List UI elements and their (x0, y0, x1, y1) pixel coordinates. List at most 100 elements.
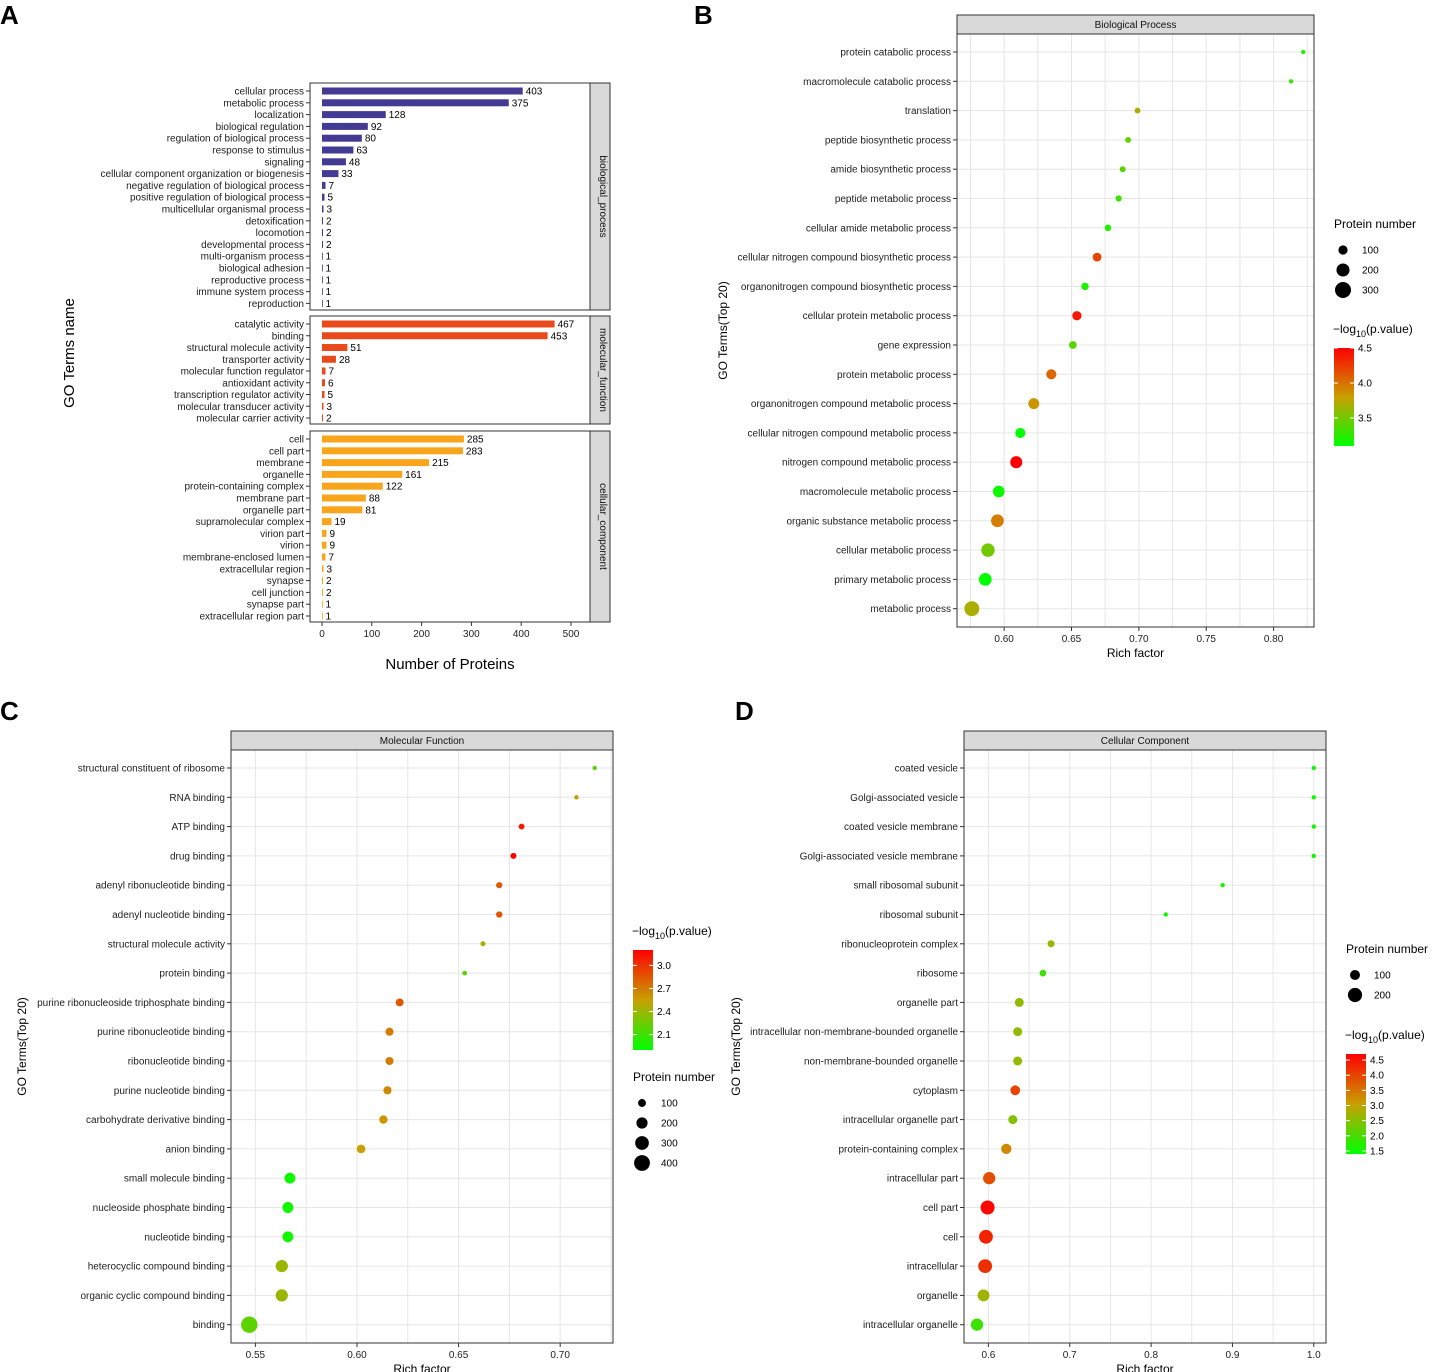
panel-a-bar-chart: biological_process cellular process 403 met… (61, 82, 611, 673)
bar-positive-regulation-of-biological-process (322, 193, 325, 201)
term-label: translation (905, 106, 951, 117)
bar-immune-system-process (322, 288, 323, 296)
term-label: organonitrogen compound biosynthetic pro… (741, 282, 951, 293)
size-legend-label: 100 (1362, 246, 1379, 257)
category-label: multi-organism process (201, 252, 304, 263)
term-label: carbohydrate derivative binding (86, 1115, 225, 1126)
category-label: synapse part (247, 600, 304, 611)
color-legend-bar (1334, 348, 1354, 446)
x-tick-label: 0.65 (1062, 634, 1082, 645)
bubble-nucleoside-phosphate-binding (282, 1202, 294, 1213)
value-label: 2 (326, 228, 332, 239)
x-tick-label: 1.0 (1307, 1350, 1321, 1361)
category-label: multicellular organismal process (162, 205, 304, 216)
term-label: gene expression (878, 341, 951, 352)
category-label: reproductive process (211, 275, 304, 286)
panel-c-bubble-chart: Molecular Function structural constituent… (15, 730, 715, 1372)
term-label: RNA binding (169, 793, 225, 804)
bubble-coated-vesicle (1311, 765, 1316, 771)
x-tick-label: 100 (363, 629, 380, 640)
bubble-organic-cyclic-compound-binding (275, 1289, 288, 1302)
bar-organelle-part (322, 506, 363, 514)
x-tick-label: 0.60 (347, 1350, 367, 1361)
x-tick-label: 0.9 (1225, 1350, 1239, 1361)
plot-area (957, 34, 1314, 627)
color-legend-label: 4.5 (1370, 1056, 1384, 1067)
bubble-structural-molecule-activity (480, 941, 486, 947)
plot-area (231, 750, 613, 1343)
y-axis-title: GO Terms(Top 20) (716, 281, 730, 379)
category-label: membrane-enclosed lumen (183, 553, 304, 564)
panel-letter-b: B (694, 0, 713, 30)
value-label: 375 (512, 98, 529, 109)
category-label: extracellular region (220, 564, 305, 575)
value-label: 33 (341, 169, 353, 180)
term-label: ribonucleoprotein complex (841, 939, 958, 950)
category-label: protein-containing complex (184, 482, 304, 493)
bar-reproduction (322, 299, 323, 307)
size-legend-label: 200 (661, 1119, 678, 1130)
bar-molecular-transducer-activity (322, 402, 324, 410)
color-legend-label: 4.0 (1358, 379, 1372, 390)
bubble-cellular-nitrogen-compound-biosynthetic-process (1092, 252, 1102, 262)
category-label: transporter activity (222, 355, 304, 366)
bubble-cellular-amide-metabolic-process (1104, 224, 1112, 232)
bar-membrane (322, 459, 430, 467)
bubble-cellular-protein-metabolic-process (1072, 311, 1082, 321)
x-tick-label: 0.70 (1129, 634, 1149, 645)
bar-membrane-enclosed-lumen (322, 553, 326, 561)
category-label: positive regulation of biological proces… (130, 193, 304, 204)
category-label: cell (289, 435, 304, 446)
value-label: 51 (350, 343, 362, 354)
term-label: cell part (923, 1203, 958, 1214)
value-label: 28 (339, 355, 351, 366)
value-label: 7 (328, 181, 334, 192)
term-label: organic substance metabolic process (786, 516, 951, 527)
x-axis-title: Rich factor (1116, 1362, 1173, 1372)
panel-letter-c: C (0, 696, 19, 726)
bubble-gene-expression (1068, 341, 1077, 349)
bubble-organic-substance-metabolic-process (991, 514, 1004, 528)
bar-reproductive-process (322, 276, 323, 284)
bar-virion-part (322, 529, 327, 537)
bar-cellular-process (322, 87, 523, 95)
term-label: Golgi-associated vesicle membrane (800, 851, 959, 862)
bubble-peptide-biosynthetic-process (1125, 136, 1132, 143)
size-legend-key (638, 1099, 646, 1107)
value-label: 1 (325, 299, 331, 310)
bar-multi-organism-process (322, 252, 323, 260)
bar-transporter-activity (322, 355, 336, 363)
panel-letter-d: D (735, 696, 754, 726)
term-label: Golgi-associated vesicle (850, 793, 958, 804)
size-legend-key (636, 1117, 648, 1129)
value-label: 3 (326, 564, 332, 575)
term-label: protein-containing complex (838, 1144, 958, 1155)
value-label: 161 (405, 470, 422, 481)
plot-border (963, 749, 1327, 1344)
bubble-carbohydrate-derivative-binding (379, 1115, 388, 1124)
y-axis-title: GO Terms(Top 20) (729, 997, 743, 1095)
category-label: response to stimulus (212, 146, 304, 157)
category-label: negative regulation of biological proces… (126, 181, 304, 192)
size-legend-label: 200 (1362, 266, 1379, 277)
bar-synapse-part (322, 600, 323, 608)
category-label: immune system process (196, 287, 304, 298)
bubble-adenyl-nucleotide-binding (496, 911, 503, 918)
term-label: cell (943, 1232, 958, 1243)
bubble-purine-nucleotide-binding (383, 1086, 392, 1095)
value-label: 5 (327, 390, 333, 401)
size-legend-key (1336, 263, 1350, 277)
bar-antioxidant-activity (322, 379, 325, 387)
bar-binding (322, 332, 548, 340)
bubble-organonitrogen-compound-metabolic-process (1028, 398, 1040, 410)
value-label: 467 (558, 320, 575, 331)
size-legend-key (1338, 245, 1348, 255)
size-legend-label: 100 (661, 1099, 678, 1110)
bar-developmental-process (322, 240, 323, 248)
bubble-protein-binding (462, 970, 468, 976)
x-tick-label: 0.7 (1063, 1350, 1077, 1361)
bubble-purine-ribonucleotide-binding (385, 1027, 394, 1036)
category-label: regulation of biological process (167, 134, 304, 145)
x-tick-label: 200 (413, 629, 430, 640)
bubble-organonitrogen-compound-biosynthetic-process (1081, 282, 1089, 291)
